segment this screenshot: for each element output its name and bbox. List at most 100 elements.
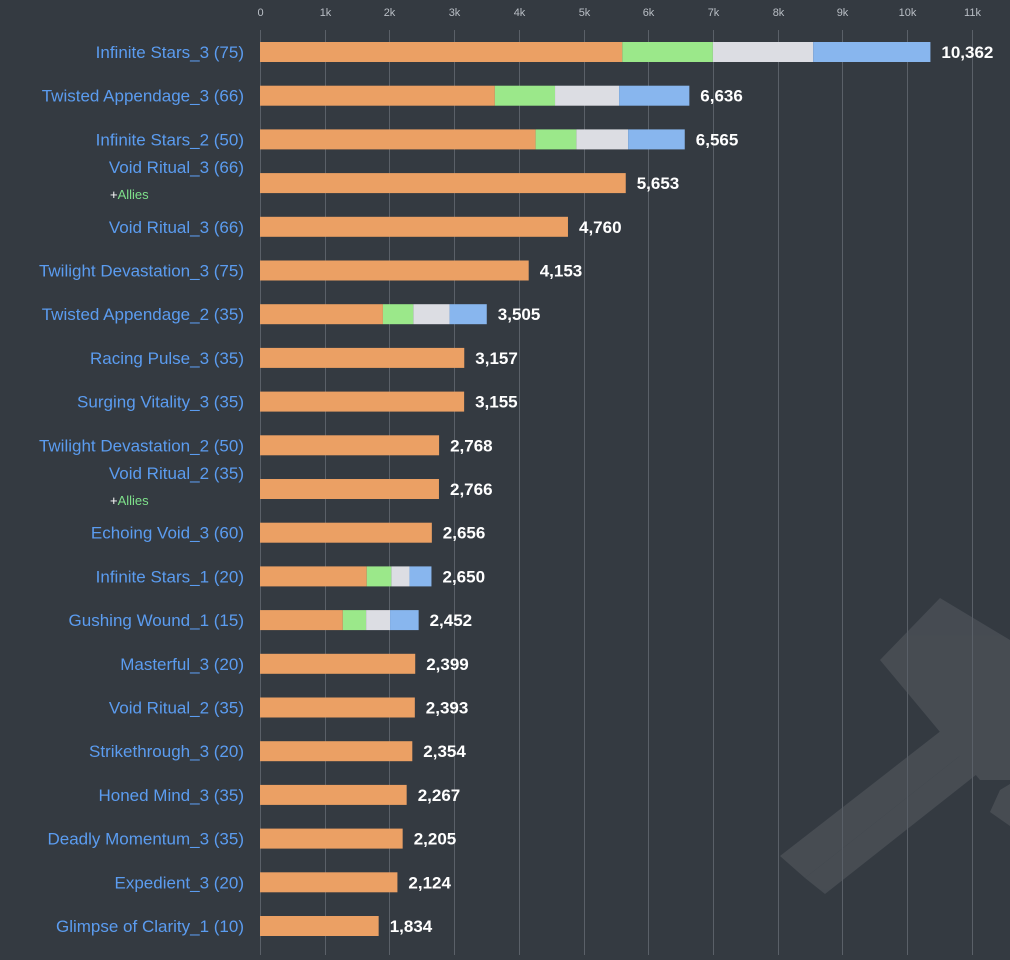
bar-segment [366,610,391,631]
bar-segment [260,479,439,499]
category-label: Void Ritual_2 (35) [109,464,244,483]
x-axis-ticks: 0 1k 2k 3k 4k 5k 6k 7k 8k 9k 10k 11k [257,7,981,19]
bar-segment [260,872,398,893]
bar-row: Deadly Momentum_3 (35) 2,205 [47,828,457,849]
x-tick-label: 3k [449,7,461,19]
value-label: 2,452 [430,611,473,630]
bar-segment [260,435,440,456]
bar-segment [260,304,383,325]
value-label: 2,205 [414,830,457,849]
allies-note: +Allies [110,187,149,202]
bar-row: Infinite Stars_1 (20) 2,650 [96,566,486,587]
value-label: 3,505 [498,305,541,324]
bar-segment [342,610,367,631]
bar-segment [409,566,432,587]
value-label: 4,760 [579,218,622,237]
bar-segment [712,42,814,62]
bar-segment [260,566,367,587]
x-tick-label: 4k [514,7,526,19]
bar-segment [535,129,577,150]
bar-row: Strikethrough_3 (20) 2,354 [89,741,466,762]
category-label: Infinite Stars_2 (50) [96,130,244,149]
value-label: 3,155 [475,393,518,412]
category-label: Twilight Devastation_3 (75) [39,262,244,281]
bar-row: Twisted Appendage_3 (66) 6,636 [42,85,743,106]
value-label: 2,399 [426,655,469,674]
bar-segment [260,42,623,62]
category-label: Expedient_3 (20) [115,873,244,892]
value-label: 3,157 [475,349,518,368]
value-label: 2,354 [423,742,466,761]
bar-row: Masterful_3 (20) 2,399 [120,653,469,674]
bar-segment [449,304,487,325]
category-label: Honed Mind_3 (35) [98,786,244,805]
x-tick-label: 11k [964,7,981,19]
value-label: 2,656 [443,524,486,543]
bar-row: Gushing Wound_1 (15) 2,452 [69,610,473,631]
value-label: 2,393 [426,699,469,718]
bar-segment [260,610,343,631]
bar-segment [260,697,415,718]
category-label: Void Ritual_2 (35) [109,699,244,718]
bar-segment [555,85,620,106]
bar-segment [622,42,713,62]
value-label: 2,124 [408,873,451,892]
watermark-logo [780,598,1010,894]
category-label: Twisted Appendage_2 (35) [42,305,244,324]
bar-segment [260,522,432,543]
bar-segment [260,347,465,368]
bar-segment [260,916,379,936]
bars: Infinite Stars_3 (75) 10,362 Twisted Appen… [39,42,993,936]
bar-row: Void Ritual_2 (35) +Allies 2,766 [109,464,493,508]
value-label: 2,267 [418,786,461,805]
bar-row: Honed Mind_3 (35) 2,267 [98,784,461,805]
category-label: Infinite Stars_1 (20) [96,567,244,586]
category-label: Echoing Void_3 (60) [91,524,244,543]
value-label: 1,834 [390,917,433,936]
bar-segment [413,304,450,325]
category-label: Void Ritual_3 (66) [109,158,244,177]
x-tick-label: 9k [837,7,849,19]
value-label: 2,650 [443,567,486,586]
bar-segment [260,129,536,150]
bar-segment [382,304,414,325]
bar-segment [260,653,416,674]
x-tick-label: 1k [320,7,332,19]
category-label: Twilight Devastation_2 (50) [39,436,244,455]
bar-segment [619,85,690,106]
category-label: Glimpse of Clarity_1 (10) [56,917,244,936]
bar-segment [390,610,419,631]
bar-segment [628,129,685,150]
x-tick-label: 10k [899,7,917,19]
bar-row: Void Ritual_3 (66) 4,760 [109,216,622,237]
bar-segment [260,173,626,194]
category-label: Masterful_3 (20) [120,655,244,674]
bar-row: Expedient_3 (20) 2,124 [115,872,451,893]
bar-row: Twilight Devastation_3 (75) 4,153 [39,260,583,281]
bar-row: Infinite Stars_2 (50) 6,565 [96,129,739,150]
bar-row: Surging Vitality_3 (35) 3,155 [77,391,518,412]
x-tick-label: 2k [384,7,396,19]
value-label: 2,766 [450,480,493,499]
bar-segment [366,566,392,587]
bar-segment [813,42,931,62]
bar-row: Echoing Void_3 (60) 2,656 [91,522,486,543]
bar-segment [260,741,413,762]
value-label: 4,153 [540,262,583,281]
bar-segment [260,828,403,849]
category-label: Twisted Appendage_3 (66) [42,87,244,106]
bar-segment [260,784,407,805]
category-label: Deadly Momentum_3 (35) [47,830,244,849]
bar-segment [576,129,629,150]
value-label: 6,565 [696,130,739,149]
x-tick-label: 8k [773,7,785,19]
bar-segment [260,391,465,412]
bar-row: Void Ritual_2 (35) 2,393 [109,697,469,718]
bar-row: Glimpse of Clarity_1 (10) 1,834 [56,916,433,936]
category-label: Gushing Wound_1 (15) [69,611,244,630]
x-tick-label: 6k [643,7,655,19]
category-label: Infinite Stars_3 (75) [96,43,244,62]
category-label: Void Ritual_3 (66) [109,218,244,237]
